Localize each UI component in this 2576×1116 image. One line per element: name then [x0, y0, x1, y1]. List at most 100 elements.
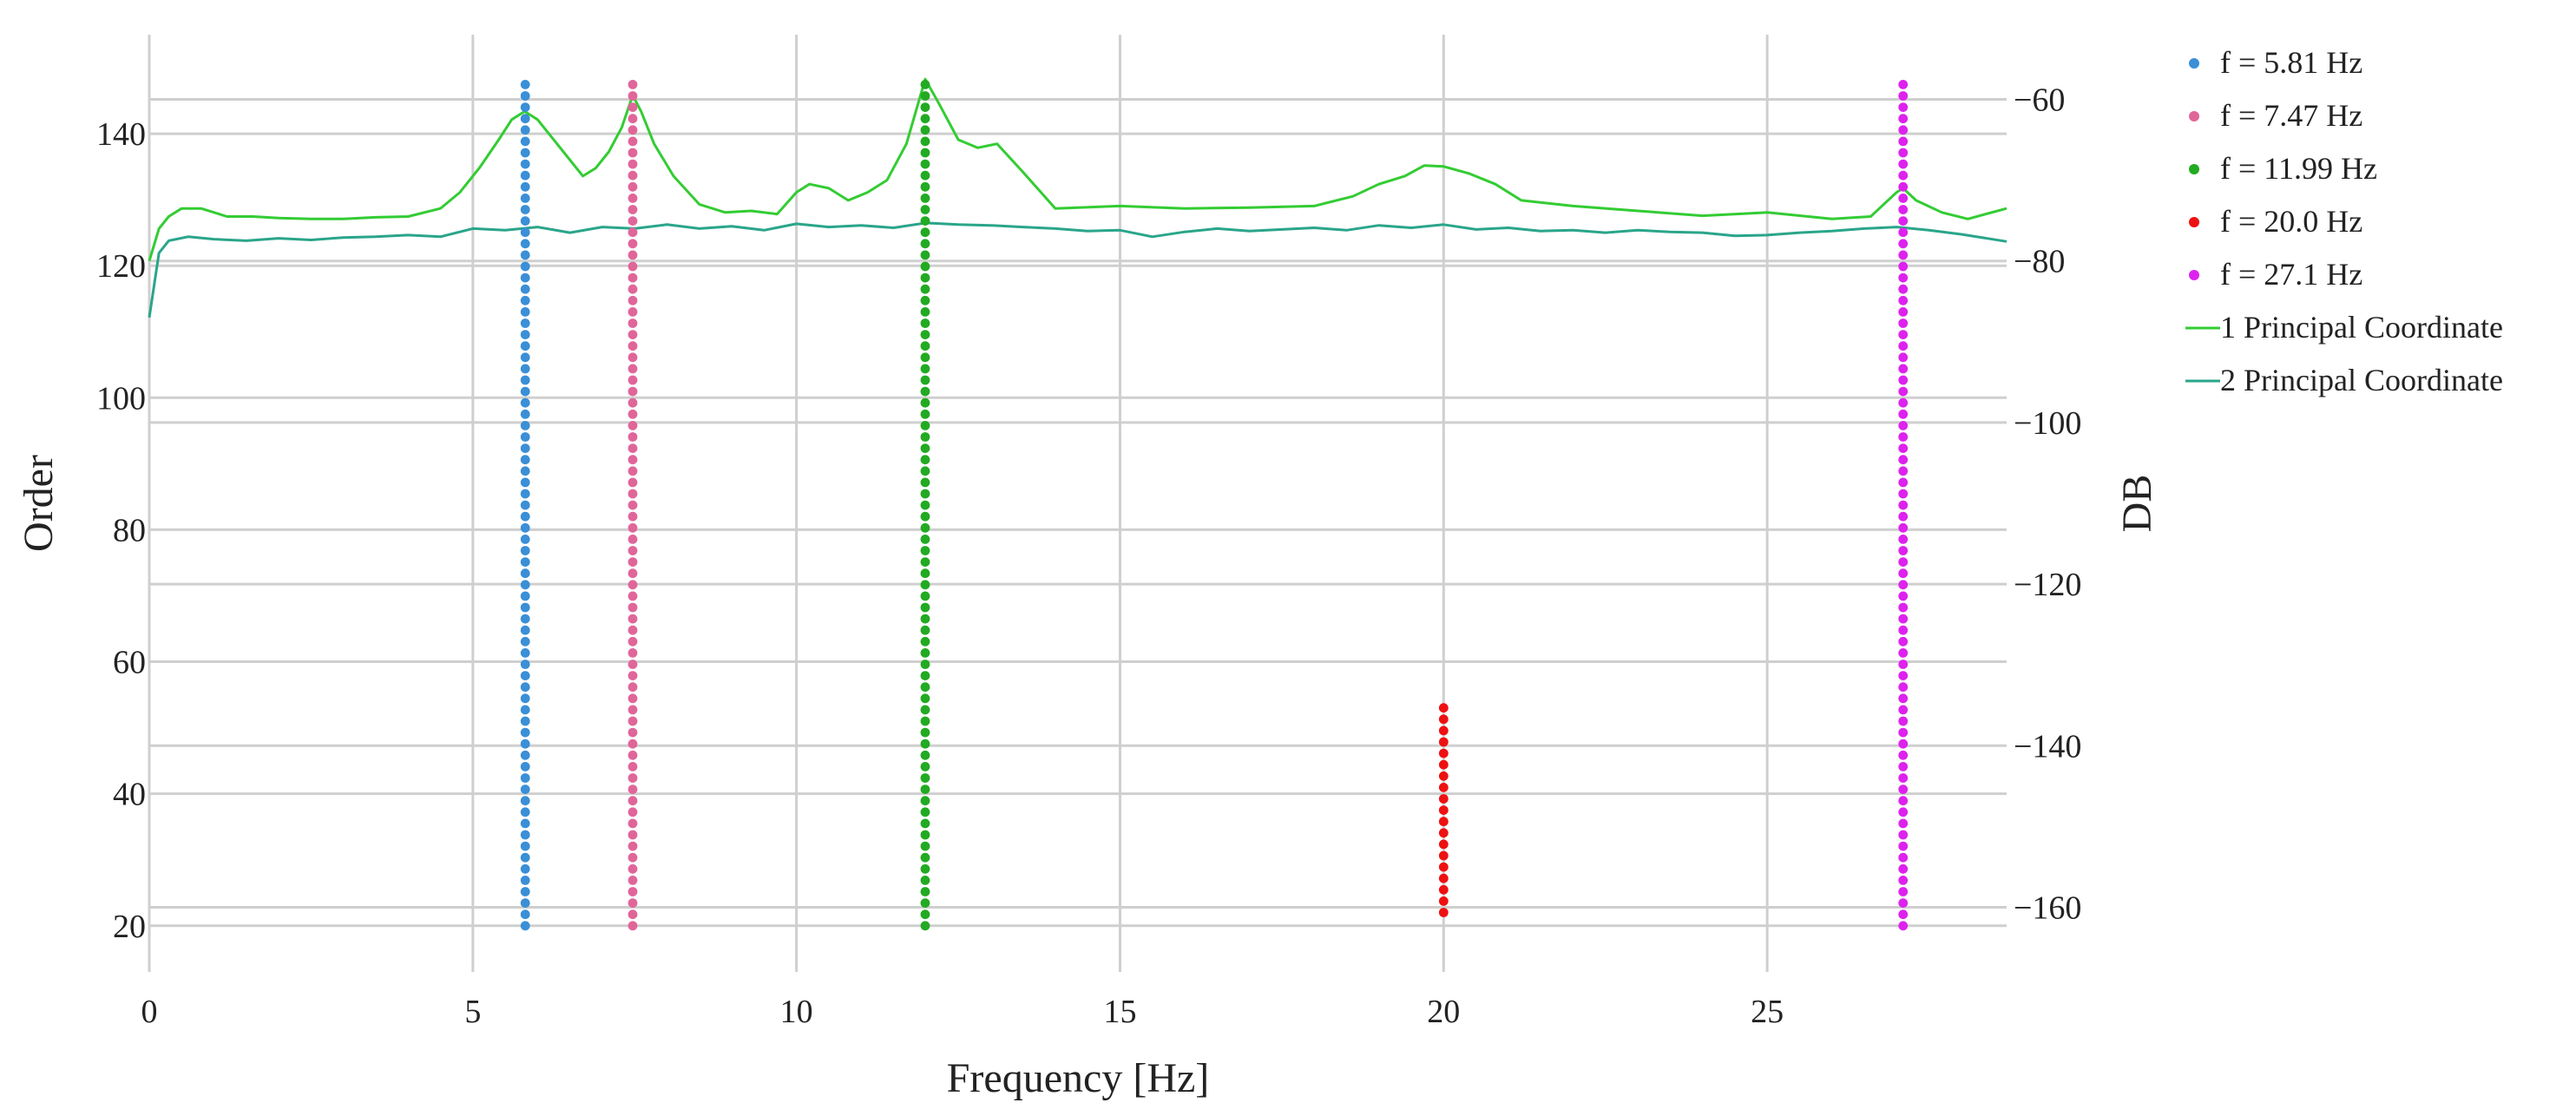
scatter-point: [1898, 114, 1909, 124]
scatter-point: [920, 522, 930, 533]
y-axis-title: Order: [16, 455, 62, 552]
scatter-point: [920, 466, 930, 476]
scatter-point: [520, 397, 530, 408]
scatter-point: [520, 272, 530, 283]
scatter-point: [520, 762, 530, 771]
scatter-point: [1898, 557, 1909, 567]
scatter-point: [520, 648, 530, 658]
scatter-point: [920, 227, 930, 238]
legend-entry: f = 20.0 Hz: [2220, 204, 2362, 239]
scatter-point: [628, 511, 638, 522]
scatter-point: [520, 887, 530, 896]
scatter-point: [520, 625, 530, 635]
scatter-point: [1438, 884, 1449, 895]
scatter-point: [1898, 580, 1909, 590]
scatter-point: [520, 876, 530, 885]
scatter-point: [1898, 352, 1909, 363]
scatter-point: [920, 443, 930, 453]
scatter-point: [1898, 341, 1909, 351]
scatter-point: [520, 364, 530, 374]
scatter-point: [520, 170, 530, 181]
scatter-point: [628, 375, 638, 385]
scatter-point: [628, 568, 638, 579]
scatter-point: [920, 114, 930, 124]
scatter-point: [628, 421, 638, 430]
scatter-point: [1898, 489, 1909, 499]
scatter-point: [628, 727, 638, 738]
scatter-point: [1898, 318, 1909, 328]
scatter-point: [520, 671, 530, 680]
scatter-point: [1898, 205, 1909, 214]
scatter-point: [628, 102, 638, 112]
scatter-point: [1438, 805, 1449, 815]
scatter-point: [628, 330, 638, 339]
scatter-point: [1898, 727, 1909, 738]
scatter-point: [920, 841, 930, 851]
scatter-point: [1898, 386, 1909, 397]
scatter-point: [520, 614, 530, 624]
scatter-point: [628, 125, 638, 135]
x-tick-label: 0: [141, 994, 158, 1030]
scatter-point: [920, 546, 930, 555]
scatter-point: [920, 921, 930, 931]
scatter-point: [1898, 432, 1909, 442]
scatter-point: [1898, 511, 1909, 522]
scatter-point: [520, 693, 530, 704]
scatter-point: [520, 852, 530, 863]
scatter-point: [628, 318, 638, 328]
scatter-point: [628, 194, 638, 203]
legend: f = 5.81 Hz f = 7.47 Hz f = 11.99 Hz f = 20…: [2185, 45, 2503, 397]
scatter-point: [1898, 455, 1909, 465]
scatter-point: [1898, 272, 1909, 283]
scatter-point: [520, 477, 530, 488]
scatter-point: [520, 784, 530, 794]
y-tick-label: 140: [96, 116, 146, 153]
scatter-point: [520, 921, 530, 931]
y2-tick-label: −100: [2014, 405, 2081, 442]
scatter-point: [628, 648, 638, 658]
scatter-point: [520, 557, 530, 567]
scatter-point: [920, 272, 930, 283]
scatter-point: [520, 375, 530, 385]
scatter-point: [520, 227, 530, 238]
legend-marker: [2189, 164, 2199, 174]
scatter-point: [1898, 535, 1909, 544]
scatter-point: [520, 750, 530, 760]
scatter-point: [920, 830, 930, 840]
scatter-point: [1898, 591, 1909, 601]
scatter-point: [628, 284, 638, 294]
scatter-point: [628, 863, 638, 874]
scatter-point: [1898, 261, 1909, 272]
scatter-point: [920, 261, 930, 272]
scatter-point: [920, 181, 930, 192]
scatter-point: [628, 522, 638, 533]
scatter-point: [920, 852, 930, 863]
scatter-point: [628, 796, 638, 806]
scatter-point: [1898, 614, 1909, 624]
scatter-point: [1898, 250, 1909, 260]
scatter-point: [920, 364, 930, 374]
series-line: [148, 221, 2008, 318]
scatter-point: [628, 557, 638, 567]
scatter-point: [628, 227, 638, 238]
y-tick-label: 20: [113, 909, 146, 945]
scatter-point: [1898, 568, 1909, 579]
scatter-point: [920, 159, 930, 169]
scatter-point: [628, 136, 638, 147]
scatter-point: [520, 239, 530, 249]
scatter-point: [1898, 284, 1909, 294]
scatter-point: [920, 660, 930, 669]
scatter-point: [1898, 796, 1909, 806]
scatter-point: [520, 909, 530, 920]
legend-marker: [2189, 58, 2199, 69]
scatter-point: [920, 887, 930, 896]
x-tick-label: 20: [1427, 994, 1460, 1030]
scatter-point: [520, 830, 530, 840]
scatter-point: [520, 580, 530, 590]
scatter-point: [628, 307, 638, 317]
scatter-point: [1438, 703, 1449, 713]
scatter-point: [1438, 873, 1449, 883]
scatter-point: [628, 807, 638, 817]
scatter-point: [920, 693, 930, 704]
